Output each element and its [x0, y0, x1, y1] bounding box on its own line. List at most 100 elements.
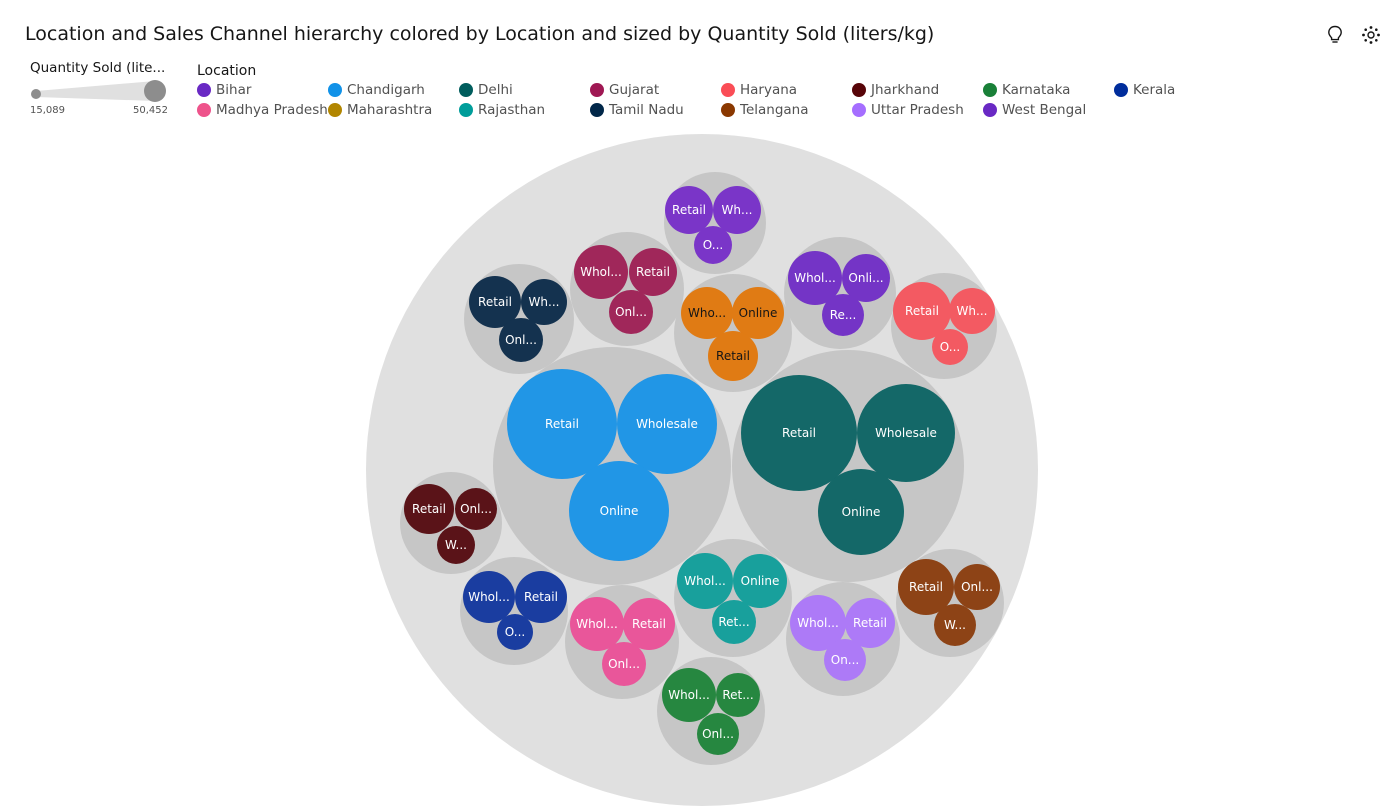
- legend-swatch: [197, 103, 211, 117]
- legend-label: Chandigarh: [347, 82, 425, 98]
- legend-item-telangana[interactable]: Telangana: [721, 102, 809, 118]
- legend-label: Madhya Pradesh: [216, 102, 328, 118]
- bubble-bihar-2[interactable]: [694, 226, 732, 264]
- bubble-jharkhand-1[interactable]: [455, 488, 497, 530]
- legend-label: Rajasthan: [478, 102, 546, 118]
- legend-label: Bihar: [216, 82, 252, 98]
- legend-label: Karnataka: [1002, 82, 1071, 98]
- legend-item-bihar[interactable]: Bihar: [197, 82, 251, 98]
- legend-item-delhi[interactable]: Delhi: [459, 82, 513, 98]
- bubble-gujarat-1[interactable]: [629, 248, 677, 296]
- bubble-kerala-2[interactable]: [497, 614, 533, 650]
- legend-swatch: [852, 83, 866, 97]
- bubble-haryana-2[interactable]: [932, 329, 968, 365]
- size-min-label: 15,089: [30, 105, 65, 116]
- size-min-marker: [31, 89, 41, 99]
- legend-label: Haryana: [740, 82, 798, 98]
- legend-item-madhya-pradesh[interactable]: Madhya Pradesh: [197, 102, 328, 118]
- legend-swatch: [328, 103, 342, 117]
- bubble-chandigarh-1[interactable]: [617, 374, 717, 474]
- bubble-madhya-pradesh-0[interactable]: [570, 597, 624, 651]
- legend-swatch: [590, 103, 604, 117]
- bubble-tamil-nadu-2[interactable]: [499, 318, 543, 362]
- bubble-tamil-nadu-1[interactable]: [521, 279, 567, 325]
- size-max-label: 50,452: [133, 105, 168, 116]
- bubble-karnataka-1[interactable]: [716, 673, 760, 717]
- bubble-telangana-0[interactable]: [898, 559, 954, 615]
- legend-swatch: [852, 103, 866, 117]
- legend-item-chandigarh[interactable]: Chandigarh: [328, 82, 425, 98]
- size-max-marker: [144, 80, 166, 102]
- bubble-rajasthan-2[interactable]: [712, 600, 756, 644]
- legend-item-rajasthan[interactable]: Rajasthan: [459, 102, 545, 118]
- size-legend: Quantity Sold (lite... 15,089 50,452: [30, 60, 170, 116]
- bubble-telangana-2[interactable]: [934, 604, 976, 646]
- bubble-uttar-pradesh-1[interactable]: [845, 598, 895, 648]
- chart-toolbar: [1324, 24, 1382, 46]
- bubble-kerala-0[interactable]: [463, 571, 515, 623]
- legend-item-karnataka[interactable]: Karnataka: [983, 82, 1070, 98]
- legend-swatch: [459, 103, 473, 117]
- legend-item-maharashtra[interactable]: Maharashtra: [328, 102, 432, 118]
- bubble-gujarat-2[interactable]: [609, 290, 653, 334]
- bubble-delhi-2[interactable]: [818, 469, 904, 555]
- bubble-bihar-1[interactable]: [713, 186, 761, 234]
- bubble-maharashtra-1[interactable]: [732, 287, 784, 339]
- chart-title: Location and Sales Channel hierarchy col…: [25, 23, 935, 45]
- legend-label: Kerala: [1133, 82, 1176, 98]
- bubble-uttar-pradesh-0[interactable]: [790, 595, 846, 651]
- bubble-bihar-0[interactable]: [665, 186, 713, 234]
- legend-label: Gujarat: [609, 82, 660, 98]
- bubble-haryana-1[interactable]: [949, 288, 995, 334]
- bubble-rajasthan-1[interactable]: [733, 554, 787, 608]
- bubble-madhya-pradesh-1[interactable]: [623, 598, 675, 650]
- legend-item-uttar-pradesh[interactable]: Uttar Pradesh: [852, 102, 964, 118]
- legend-label: Tamil Nadu: [609, 102, 684, 118]
- bubble-madhya-pradesh-2[interactable]: [602, 642, 646, 686]
- legend-label: Telangana: [740, 102, 809, 118]
- legend-swatch: [459, 83, 473, 97]
- legend-label: Maharashtra: [347, 102, 433, 118]
- legend-item-gujarat[interactable]: Gujarat: [590, 82, 659, 98]
- bubble-tamil-nadu-0[interactable]: [469, 276, 521, 328]
- bubble-delhi-0[interactable]: [741, 375, 857, 491]
- bubble-karnataka-0[interactable]: [662, 668, 716, 722]
- legend-swatch: [983, 103, 997, 117]
- legend-item-haryana[interactable]: Haryana: [721, 82, 797, 98]
- legend-swatch: [590, 83, 604, 97]
- size-legend-ramp: [31, 80, 166, 102]
- legend-item-jharkhand[interactable]: Jharkhand: [852, 82, 939, 98]
- bubble-karnataka-2[interactable]: [697, 713, 739, 755]
- lightbulb-icon[interactable]: [1324, 24, 1346, 46]
- bubble-kerala-1[interactable]: [515, 571, 567, 623]
- legend-item-tamil-nadu[interactable]: Tamil Nadu: [590, 102, 684, 118]
- bubble-delhi-1[interactable]: [857, 384, 955, 482]
- legend-label: Jharkhand: [871, 82, 940, 98]
- legend-item-west-bengal[interactable]: West Bengal: [983, 102, 1086, 118]
- legend-label: Delhi: [478, 82, 513, 98]
- bubble-rajasthan-0[interactable]: [677, 553, 733, 609]
- legend-swatch: [983, 83, 997, 97]
- legend-swatch: [328, 83, 342, 97]
- bubble-gujarat-0[interactable]: [574, 245, 628, 299]
- bubble-west-bengal-0[interactable]: [788, 251, 842, 305]
- size-legend-title: Quantity Sold (lite...: [30, 60, 166, 76]
- bubble-uttar-pradesh-2[interactable]: [824, 639, 866, 681]
- bubble-maharashtra-2[interactable]: [708, 331, 758, 381]
- legend-item-kerala[interactable]: Kerala: [1114, 82, 1175, 98]
- legend-swatch: [1114, 83, 1128, 97]
- bubble-chandigarh-0[interactable]: [507, 369, 617, 479]
- bubble-west-bengal-2[interactable]: [822, 294, 864, 336]
- settings-icon[interactable]: [1360, 24, 1382, 46]
- bubble-maharashtra-0[interactable]: [681, 287, 733, 339]
- bubble-jharkhand-2[interactable]: [437, 526, 475, 564]
- bubble-telangana-1[interactable]: [954, 564, 1000, 610]
- legend-swatch: [197, 83, 211, 97]
- bubble-jharkhand-0[interactable]: [404, 484, 454, 534]
- legend-label: Uttar Pradesh: [871, 102, 964, 118]
- legend-label: West Bengal: [1002, 102, 1087, 118]
- bubble-chandigarh-2[interactable]: [569, 461, 669, 561]
- bubble-west-bengal-1[interactable]: [842, 254, 890, 302]
- bubble-haryana-0[interactable]: [893, 282, 951, 340]
